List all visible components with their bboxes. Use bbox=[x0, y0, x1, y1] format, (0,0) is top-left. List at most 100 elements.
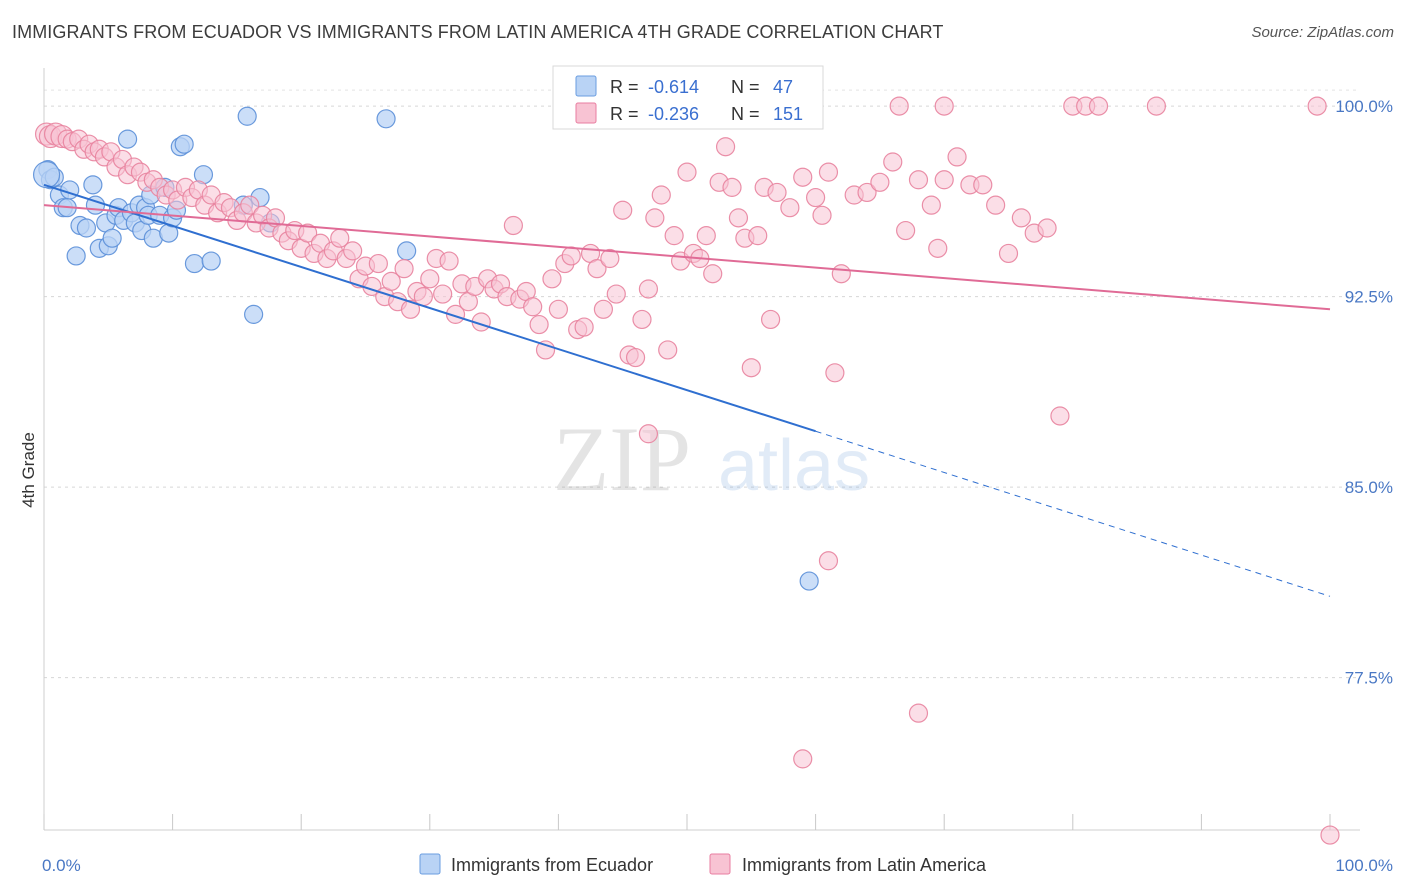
data-point bbox=[413, 287, 433, 307]
data-point bbox=[368, 253, 388, 274]
data-point bbox=[908, 703, 929, 723]
data-point bbox=[818, 551, 839, 571]
data-point bbox=[376, 109, 396, 129]
data-point bbox=[625, 347, 646, 368]
data-point bbox=[1146, 96, 1166, 116]
data-point bbox=[244, 304, 264, 324]
legend: Immigrants from Ecuador Immigrants from … bbox=[419, 853, 987, 875]
x-tick-label: 100.0% bbox=[1335, 856, 1393, 875]
legend-swatch-latin-america bbox=[709, 853, 731, 875]
data-point bbox=[934, 170, 954, 190]
watermark-atlas: atlas bbox=[718, 426, 870, 506]
y-tick-label: 100.0% bbox=[1335, 97, 1393, 116]
stats-n-label-ecuador: N = bbox=[731, 77, 760, 97]
y-tick-labels: 100.0% 92.5% 85.0% 77.5% bbox=[1335, 97, 1393, 688]
data-point bbox=[780, 198, 800, 218]
trend-line-ecuador bbox=[43, 183, 816, 433]
stats-r-label-latin-america: R = bbox=[610, 104, 639, 124]
data-point bbox=[651, 185, 671, 205]
data-point bbox=[1050, 406, 1070, 426]
legend-swatch-ecuador bbox=[419, 853, 441, 875]
data-point bbox=[174, 134, 194, 154]
data-point bbox=[83, 175, 103, 195]
data-point bbox=[870, 172, 890, 192]
data-point bbox=[394, 259, 414, 279]
data-point bbox=[600, 248, 620, 269]
data-point bbox=[998, 243, 1019, 264]
data-point bbox=[1320, 825, 1340, 845]
data-point bbox=[658, 340, 678, 360]
data-point bbox=[986, 195, 1006, 215]
legend-label-latin-america: Immigrants from Latin America bbox=[742, 855, 987, 875]
data-points bbox=[32, 96, 1340, 845]
data-point bbox=[529, 314, 549, 335]
data-point bbox=[715, 137, 736, 157]
data-point bbox=[632, 309, 652, 330]
grid-lines bbox=[44, 89, 1360, 679]
trend-line-extension-ecuador bbox=[815, 430, 1331, 597]
data-point bbox=[102, 228, 122, 248]
data-point bbox=[184, 253, 205, 274]
data-point bbox=[638, 424, 659, 444]
data-point bbox=[1011, 208, 1031, 228]
stats-swatch-ecuador bbox=[575, 75, 597, 97]
data-point bbox=[664, 226, 684, 246]
series-ecuador bbox=[32, 106, 819, 591]
data-point bbox=[613, 200, 633, 220]
data-point bbox=[117, 129, 138, 149]
data-point bbox=[60, 180, 80, 200]
data-point bbox=[921, 195, 941, 215]
stats-swatch-latin-america bbox=[575, 102, 597, 124]
y-axis-title: 4th Grade bbox=[19, 432, 38, 508]
y-tick-label: 92.5% bbox=[1345, 288, 1393, 307]
data-point bbox=[793, 749, 813, 769]
data-point bbox=[201, 251, 221, 271]
watermark: ZIP atlas bbox=[553, 408, 870, 510]
data-point bbox=[593, 299, 614, 319]
x-tick-label: 0.0% bbox=[42, 856, 81, 875]
data-point bbox=[722, 177, 742, 197]
data-point bbox=[343, 241, 363, 261]
data-point bbox=[825, 363, 845, 383]
stats-r-value-ecuador: -0.614 bbox=[648, 77, 699, 97]
stats-box-frame bbox=[552, 65, 824, 130]
data-point bbox=[548, 299, 569, 319]
axes bbox=[43, 68, 1360, 831]
data-point bbox=[606, 284, 626, 304]
data-point bbox=[523, 297, 543, 317]
source-label: Source: ZipAtlas.com bbox=[1251, 24, 1394, 41]
data-point bbox=[240, 195, 260, 215]
data-point bbox=[748, 226, 768, 246]
stats-n-value-ecuador: 47 bbox=[773, 77, 793, 97]
data-point bbox=[696, 226, 716, 246]
data-point bbox=[677, 162, 697, 182]
data-point bbox=[934, 96, 954, 116]
data-point bbox=[728, 208, 749, 228]
data-point bbox=[638, 279, 659, 299]
data-point bbox=[587, 259, 607, 279]
trend-lines bbox=[43, 183, 1331, 597]
stats-n-value-latin-america: 151 bbox=[773, 104, 803, 124]
data-point bbox=[703, 264, 723, 284]
data-point bbox=[420, 269, 440, 289]
data-point bbox=[793, 167, 813, 187]
data-point bbox=[812, 205, 832, 225]
data-point bbox=[928, 238, 948, 258]
data-point bbox=[896, 220, 916, 241]
stats-box: R = -0.614 N = 47 R = -0.236 N = 151 bbox=[552, 65, 824, 130]
data-point bbox=[32, 161, 61, 189]
data-point bbox=[542, 269, 562, 289]
stats-r-value-latin-america: -0.236 bbox=[648, 104, 699, 124]
data-point bbox=[883, 152, 903, 172]
y-tick-label: 77.5% bbox=[1345, 669, 1393, 688]
data-point bbox=[1037, 218, 1057, 238]
legend-label-ecuador: Immigrants from Ecuador bbox=[451, 855, 653, 875]
trend-line-latin-america bbox=[43, 204, 1331, 311]
data-point bbox=[433, 284, 453, 304]
data-point bbox=[857, 182, 877, 203]
stats-r-label-ecuador: R = bbox=[610, 77, 639, 97]
data-point bbox=[805, 187, 826, 208]
data-point bbox=[400, 299, 421, 319]
data-point bbox=[397, 241, 417, 261]
